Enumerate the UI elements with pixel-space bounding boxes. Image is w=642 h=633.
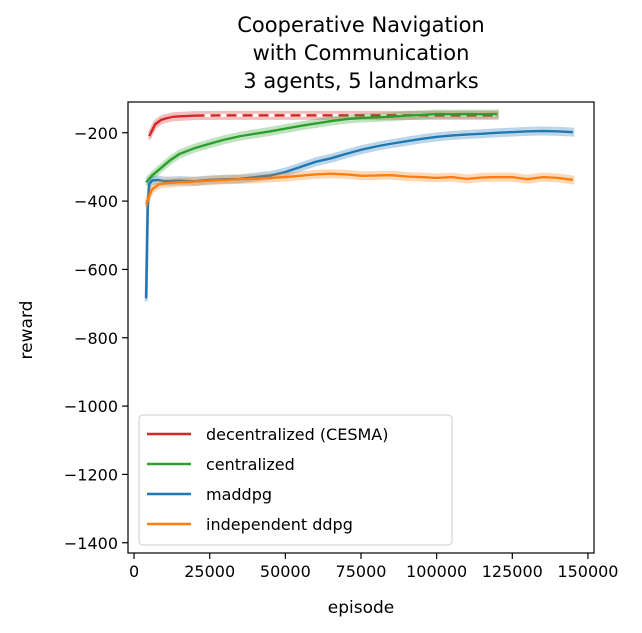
x-axis-ticks: 0 25000 50000 75000 100000 125000 150000 [129, 553, 618, 581]
chart-title-line-1: Cooperative Navigation [237, 13, 484, 37]
legend-label-maddpg: maddpg [206, 485, 272, 504]
chart-title-line-3: 3 agents, 5 landmarks [243, 69, 478, 93]
x-axis-label: episode [328, 598, 394, 618]
x-tick-label: 50000 [260, 562, 311, 581]
series-band-decentralized-cesma [147, 110, 499, 140]
legend-box [138, 414, 453, 546]
y-tick-label: −200 [74, 124, 118, 143]
chart-title-line-2: with Communication [253, 41, 470, 65]
y-axis-ticks: −1400 −1200 −1000 −800 −600 −400 −200 [64, 124, 128, 553]
y-axis-label: reward [17, 301, 37, 360]
series-line-maddpg [144, 129, 573, 299]
x-tick-label: 25000 [184, 562, 235, 581]
y-tick-label: −600 [74, 260, 118, 279]
y-tick-label: −1400 [64, 534, 118, 553]
legend-label-independent-ddpg: independent ddpg [206, 515, 353, 534]
series-line-independent-ddpg [144, 172, 573, 205]
y-tick-label: −800 [74, 329, 118, 348]
legend: decentralized (CESMA) centralized maddpg in… [138, 414, 453, 546]
y-tick-label: −1200 [64, 465, 118, 484]
chart-title: Cooperative Navigation with Communicatio… [237, 13, 484, 93]
x-tick-label: 0 [129, 562, 139, 581]
x-tick-label: 125000 [482, 562, 543, 581]
x-tick-label: 75000 [336, 562, 387, 581]
series-line-decentralized-cesma [148, 114, 195, 137]
x-tick-label: 100000 [406, 562, 467, 581]
y-tick-label: −400 [74, 192, 118, 211]
legend-label-decentralized-cesma: decentralized (CESMA) [206, 425, 388, 444]
x-tick-label: 150000 [557, 562, 618, 581]
series-line-centralized [145, 112, 498, 184]
y-tick-label: −1000 [64, 397, 118, 416]
legend-label-centralized: centralized [206, 455, 295, 474]
series-band-maddpg [144, 126, 575, 302]
series-layer [144, 109, 575, 302]
